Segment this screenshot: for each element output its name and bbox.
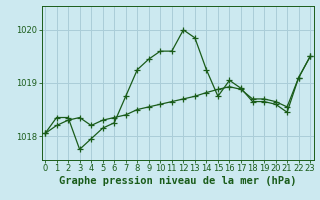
X-axis label: Graphe pression niveau de la mer (hPa): Graphe pression niveau de la mer (hPa) (59, 176, 296, 186)
